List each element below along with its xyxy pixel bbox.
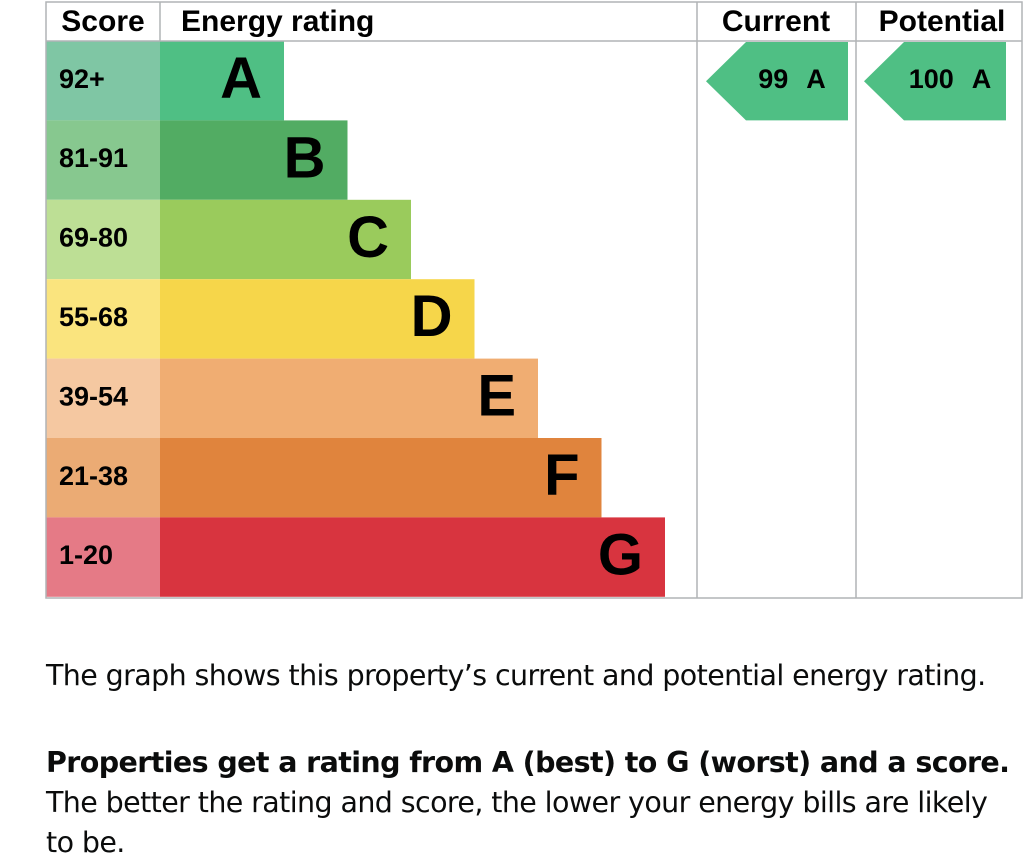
band-letter: A bbox=[220, 46, 262, 111]
header: Current bbox=[722, 5, 830, 38]
band-letter: C bbox=[347, 205, 389, 270]
score-cell bbox=[46, 279, 160, 359]
headers: Score Energy rating Current Potential bbox=[61, 5, 1005, 38]
rating-score: 100 bbox=[909, 64, 954, 94]
band-bar bbox=[160, 517, 665, 597]
band-bar bbox=[160, 358, 538, 438]
score-cell bbox=[46, 120, 160, 200]
page: Score Energy rating Current Potential 92… bbox=[45, 1, 1023, 859]
rating-arrow bbox=[864, 42, 1006, 121]
rating-arrow bbox=[706, 42, 848, 121]
band-bar bbox=[160, 438, 602, 518]
rating-letter: A bbox=[806, 64, 826, 94]
score-label: 21-38 bbox=[59, 461, 128, 491]
score-label: 92+ bbox=[59, 64, 105, 94]
rating-letter: A bbox=[972, 64, 992, 94]
frame bbox=[45, 1, 1023, 599]
score-label: 55-68 bbox=[59, 302, 128, 332]
band-bar bbox=[160, 41, 284, 121]
band-letter: E bbox=[477, 364, 516, 429]
band-bar bbox=[160, 279, 475, 359]
rating-graph: Score Energy rating Current Potential 92… bbox=[45, 1, 1023, 599]
note-text: The better the rating and score, the low… bbox=[46, 786, 988, 859]
score-label: 81-91 bbox=[59, 143, 128, 173]
note: Properties get a rating from A (best) to… bbox=[46, 743, 1018, 863]
grid bbox=[45, 1, 1023, 599]
band-bar bbox=[160, 199, 411, 280]
header: Potential bbox=[879, 5, 1006, 38]
band-letter: F bbox=[544, 443, 579, 508]
header: Energy rating bbox=[181, 5, 374, 38]
rating-value: 99 A bbox=[758, 64, 826, 94]
score-cell bbox=[46, 41, 160, 121]
score-label: 1-20 bbox=[59, 540, 113, 570]
score-cell bbox=[46, 199, 160, 280]
score-label: 69-80 bbox=[59, 223, 128, 253]
description: The graph shows this property’s current … bbox=[46, 659, 986, 692]
score-label: 39-54 bbox=[59, 381, 128, 411]
note-bold: Properties get a rating from A (best) to… bbox=[46, 746, 1010, 779]
score-cell bbox=[46, 517, 160, 597]
header: Score bbox=[61, 5, 144, 38]
band-letter: B bbox=[284, 125, 326, 190]
rating-score: 99 bbox=[758, 64, 788, 94]
score-cell bbox=[46, 438, 160, 518]
rating-value: 100 A bbox=[909, 64, 992, 94]
band-bar bbox=[160, 120, 348, 200]
score-cell bbox=[46, 358, 160, 438]
band-letter: D bbox=[411, 284, 453, 349]
band-letter: G bbox=[598, 522, 643, 587]
